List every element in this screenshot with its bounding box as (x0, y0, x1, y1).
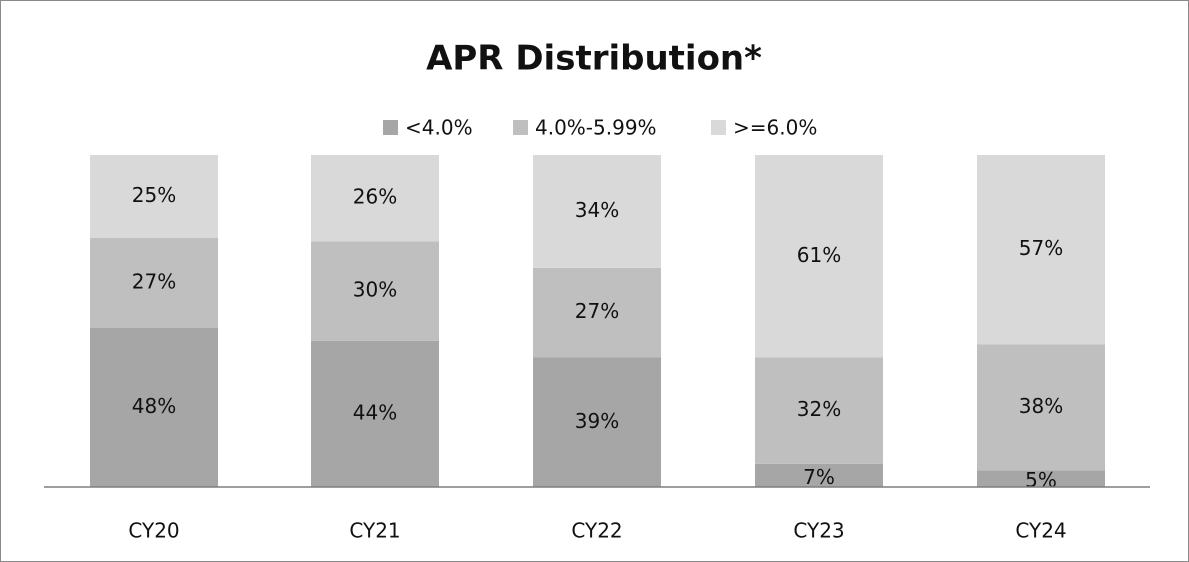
data-label: 7% (803, 465, 835, 489)
legend-label: 4.0%-5.99% (535, 116, 657, 140)
bar-segment (311, 340, 439, 487)
data-label: 27% (575, 299, 619, 323)
x-tick-label: CY21 (349, 519, 400, 543)
bar-segment (755, 155, 883, 358)
bar-segment (90, 238, 218, 328)
x-tick-label: CY23 (793, 519, 844, 543)
bar-segment (533, 357, 661, 487)
data-label: 38% (1019, 394, 1063, 418)
data-label: 57% (1019, 236, 1063, 260)
data-label: 26% (353, 185, 397, 209)
data-label: 34% (575, 198, 619, 222)
data-label: 5% (1025, 468, 1057, 492)
x-tick-label: CY22 (571, 519, 622, 543)
data-label: 32% (797, 397, 841, 421)
chart-title: APR Distribution* (426, 39, 762, 79)
bar-segment (311, 241, 439, 341)
legend-swatch (711, 120, 726, 135)
data-label: 48% (132, 394, 176, 418)
data-label: 44% (353, 400, 397, 424)
data-label: 25% (132, 183, 176, 207)
bar-segment (90, 327, 218, 487)
bar-segment (977, 155, 1105, 345)
bar-segment (755, 463, 883, 487)
x-tick-label: CY24 (1015, 519, 1066, 543)
bar-segment (755, 357, 883, 464)
data-label: 27% (132, 269, 176, 293)
bar-segment (977, 470, 1105, 487)
legend-label: <4.0% (405, 116, 473, 140)
x-tick-label: CY20 (128, 519, 179, 543)
bar-segment (533, 155, 661, 268)
legend-swatch (513, 120, 528, 135)
legend-swatch (383, 120, 398, 135)
data-label: 61% (797, 243, 841, 267)
data-label: 39% (575, 409, 619, 433)
legend-label: >=6.0% (733, 116, 817, 140)
bar-segment (533, 267, 661, 358)
bar-segment (977, 344, 1105, 471)
data-label: 30% (353, 278, 397, 302)
bar-segment (90, 155, 218, 238)
bar-segment (311, 155, 439, 242)
